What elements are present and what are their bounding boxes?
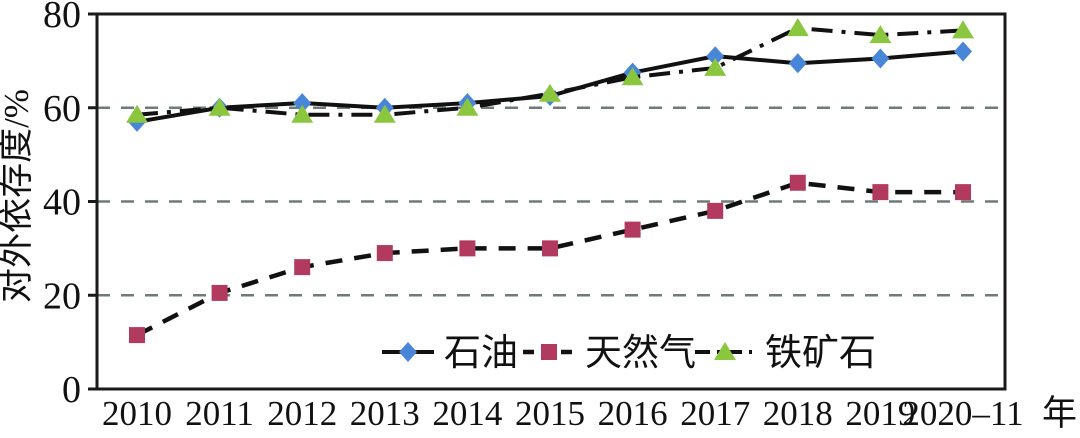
- legend-marker-square: [541, 344, 557, 360]
- y-tick-label-60: 60: [43, 88, 81, 130]
- y-tick-label-20: 20: [43, 275, 81, 317]
- series-2-point-6: [621, 67, 644, 86]
- series-2-point-10: [952, 20, 974, 39]
- series-2-point-0: [126, 104, 148, 123]
- series-2-point-7: [704, 57, 727, 76]
- series-1-point-8: [789, 174, 806, 191]
- series-line-1-square: [135, 180, 963, 338]
- series-1-point-1: [211, 284, 228, 301]
- series-1-point-2: [294, 259, 311, 276]
- series-1-point-7: [707, 202, 724, 219]
- y-tick-label-80: 80: [43, 0, 81, 36]
- legend-marker-triangle: [714, 342, 736, 360]
- x-tick-label-6: 2016: [598, 394, 668, 433]
- x-tick-label-0: 2010: [102, 394, 172, 433]
- series-1-point-10: [955, 184, 971, 201]
- x-tick-label-5: 2015: [515, 394, 585, 433]
- legend-label-0: 石油: [444, 333, 518, 374]
- series-line-2-triangle: [136, 26, 964, 117]
- series-2-point-8: [786, 18, 809, 37]
- y-tick-label-0: 0: [62, 369, 81, 411]
- series-2-point-2: [291, 104, 314, 123]
- series-0-point-9: [871, 48, 890, 69]
- series-2-point-1: [208, 97, 231, 116]
- x-tick-label-10: 2020–11: [902, 394, 1023, 433]
- x-tick-label-7: 2017: [680, 394, 750, 433]
- series-0-point-10: [954, 41, 972, 62]
- series-2-point-9: [869, 25, 892, 44]
- y-axis-title: 对外依存度/%: [0, 89, 36, 303]
- y-tick-label-40: 40: [43, 182, 81, 224]
- x-tick-label-4: 2014: [432, 394, 502, 433]
- x-tick-label-3: 2013: [350, 394, 420, 433]
- x-tick-label-2: 2012: [267, 394, 337, 433]
- x-tick-label-9: 2019: [845, 394, 915, 433]
- series-1-point-3: [376, 245, 393, 262]
- x-tick-label-1: 2011: [185, 394, 254, 433]
- series-1-point-6: [624, 221, 641, 238]
- series-2-point-4: [456, 97, 479, 116]
- series-2-point-3: [373, 104, 396, 123]
- series-1-point-5: [542, 240, 558, 257]
- series-1-point-9: [872, 184, 889, 201]
- x-tick-label-8: 2018: [763, 394, 833, 433]
- series-1-point-4: [459, 240, 476, 257]
- series-0-point-2: [293, 93, 312, 114]
- x-axis-unit-label: 年: [1042, 394, 1077, 433]
- legend-marker-diamond: [399, 342, 417, 362]
- series-0-point-8: [788, 53, 807, 74]
- series-2-point-5: [539, 83, 561, 102]
- series-0-point-7: [706, 46, 725, 67]
- legend-label-2: 铁矿石: [765, 332, 876, 374]
- legend-label-1: 天然气: [585, 332, 696, 374]
- series-1-point-0: [129, 327, 145, 344]
